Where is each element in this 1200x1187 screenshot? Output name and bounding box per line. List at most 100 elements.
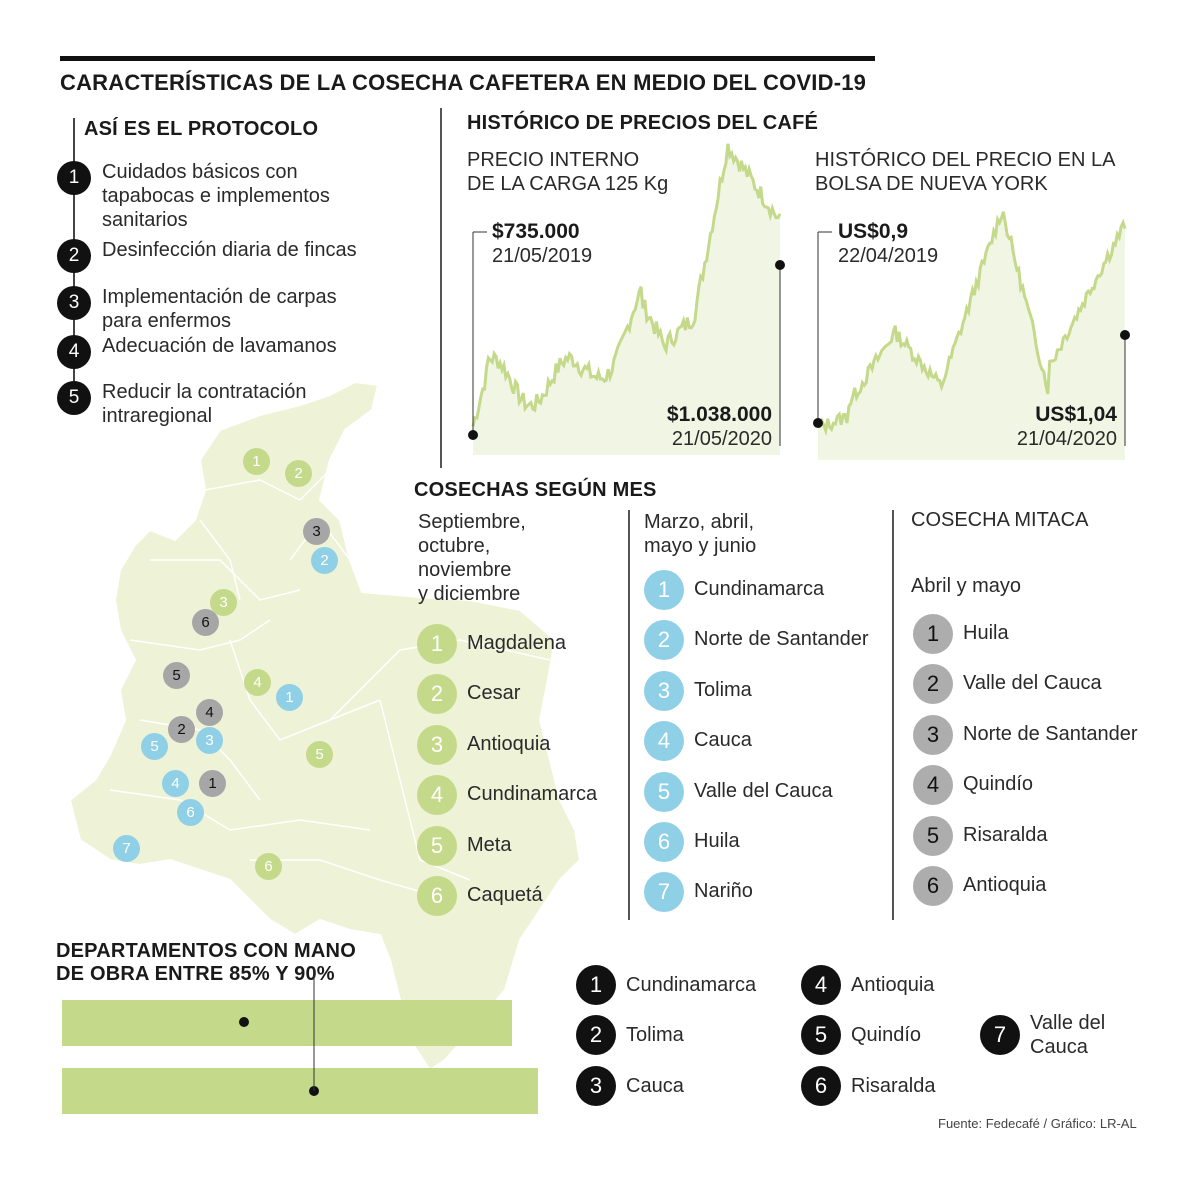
ny-start-value: US$0,9 bbox=[838, 220, 909, 243]
col2-label: Cauca bbox=[694, 729, 752, 752]
protocol-step-line: Reducir la contratación bbox=[102, 381, 307, 403]
col3-label: Antioquia bbox=[963, 874, 1047, 896]
labor-label-line: Quindío bbox=[851, 1024, 922, 1046]
col2-number: 2 bbox=[644, 620, 684, 661]
internal-price-area bbox=[473, 143, 780, 456]
col2-label: Norte de Santander bbox=[694, 628, 869, 651]
price-charts bbox=[468, 143, 1130, 460]
map-marker-blue: 4 bbox=[162, 770, 189, 797]
labor-bar-dot bbox=[239, 1017, 249, 1027]
protocol-step-number: 4 bbox=[57, 335, 91, 369]
internal-price-line bbox=[471, 143, 782, 427]
map-marker-gray: 4 bbox=[196, 699, 223, 726]
labor-number: 4 bbox=[801, 965, 841, 1005]
labor-label-line: Risaralda bbox=[851, 1075, 936, 1097]
labor-number: 1 bbox=[576, 965, 616, 1005]
harvest-divider-1 bbox=[628, 510, 630, 920]
protocol-step-line: Implementación de carpas bbox=[102, 286, 337, 308]
col1-number: 5 bbox=[417, 825, 457, 866]
ny-end-value: US$1,04 bbox=[1035, 403, 1117, 426]
map-marker-gray: 6 bbox=[192, 609, 219, 636]
protocol-step-line: Adecuación de lavamanos bbox=[102, 335, 337, 357]
col1-period-line: y diciembre bbox=[418, 583, 521, 605]
protocol-step-line: intraregional bbox=[102, 405, 213, 427]
protocol-step-text: Adecuación de lavamanos bbox=[102, 334, 337, 358]
col1-number: 2 bbox=[417, 674, 457, 715]
ny-label-2: BOLSA DE NUEVA YORK bbox=[815, 173, 1048, 195]
source-credit: Fuente: Fedecafé / Gráfico: LR-AL bbox=[938, 1116, 1137, 1131]
harvest-heading: COSECHAS SEGÚN MES bbox=[414, 479, 657, 501]
col2-number: 3 bbox=[644, 670, 684, 711]
col1-label: Meta bbox=[467, 833, 512, 856]
col2-period: Marzo, abril, mayo y junio bbox=[644, 510, 756, 558]
col2-number: 5 bbox=[644, 771, 684, 812]
map-marker-gray: 2 bbox=[168, 716, 195, 743]
map-marker-blue: 2 bbox=[311, 547, 338, 574]
map-marker-blue: 5 bbox=[141, 733, 168, 760]
col1-period-line: octubre, bbox=[418, 535, 491, 557]
labor-bar-2 bbox=[62, 1068, 538, 1114]
ny-end-dot bbox=[1120, 330, 1130, 340]
col3-heading: COSECHA MITACA bbox=[911, 509, 1089, 531]
col3-number: 5 bbox=[913, 815, 953, 856]
col3-number: 1 bbox=[913, 614, 953, 654]
map-marker-green: 5 bbox=[306, 741, 333, 768]
protocol-step-line: Desinfección diaria de fincas bbox=[102, 239, 357, 261]
labor-label-line: Tolima bbox=[626, 1024, 684, 1046]
map-marker-green: 1 bbox=[243, 448, 270, 475]
labor-label: Cauca bbox=[626, 1074, 684, 1098]
col1-label: Cundinamarca bbox=[467, 783, 598, 806]
ny-label-1: HISTÓRICO DEL PRECIO EN LA bbox=[815, 149, 1116, 171]
col2-number: 7 bbox=[644, 872, 684, 913]
protocol-step-number: 1 bbox=[57, 161, 91, 195]
col2-period-line: mayo y junio bbox=[644, 535, 757, 557]
col3-label: Huila bbox=[963, 622, 1009, 644]
ny-price-area bbox=[818, 211, 1125, 460]
page-title: CARACTERÍSTICAS DE LA COSECHA CAFETERA E… bbox=[60, 70, 867, 95]
protocol-step-number: 5 bbox=[57, 381, 91, 415]
col1-number: 3 bbox=[417, 724, 457, 765]
col1-number: 1 bbox=[417, 624, 457, 664]
map-marker-blue: 7 bbox=[113, 835, 140, 862]
ny-price-line bbox=[817, 211, 1127, 437]
labor-label-line: Antioquia bbox=[851, 974, 935, 996]
labor-label: Quindío bbox=[851, 1023, 921, 1047]
col1-period: Septiembre, octubre, noviembre y diciemb… bbox=[418, 510, 526, 606]
col3-number: 3 bbox=[913, 714, 953, 755]
labor-label: Risaralda bbox=[851, 1074, 935, 1098]
col2-period-line: Marzo, abril, bbox=[644, 511, 755, 533]
map-marker-gray: 1 bbox=[199, 770, 226, 797]
col3-number: 4 bbox=[913, 765, 953, 806]
protocol-step-line: sanitarios bbox=[102, 209, 188, 231]
internal-start-dot bbox=[468, 430, 478, 440]
col2-number: 6 bbox=[644, 822, 684, 862]
labor-label-line: Valle del bbox=[1030, 1012, 1106, 1034]
labor-heading-1: DEPARTAMENTOS CON MANO bbox=[56, 940, 356, 962]
col1-period-line: noviembre bbox=[418, 559, 512, 581]
protocol-step-text: Implementación de carpas para enfermos bbox=[102, 285, 337, 333]
internal-label-1: PRECIO INTERNO bbox=[467, 149, 640, 171]
col1-label: Magdalena bbox=[467, 632, 566, 654]
map-marker-blue: 1 bbox=[276, 684, 303, 711]
section-divider bbox=[440, 108, 442, 468]
col3-number: 6 bbox=[913, 866, 953, 906]
prices-heading: HISTÓRICO DE PRECIOS DEL CAFÉ bbox=[467, 112, 819, 134]
labor-number: 2 bbox=[576, 1015, 616, 1055]
protocol-heading: ASÍ ES EL PROTOCOLO bbox=[84, 118, 319, 140]
col2-label: Cundinamarca bbox=[694, 578, 825, 600]
internal-end-dot bbox=[775, 260, 785, 270]
protocol-step-text: Cuidados básicos con tapabocas e implemen… bbox=[102, 160, 330, 232]
col3-label: Quindío bbox=[963, 773, 1034, 796]
labor-label: Cundinamarca bbox=[626, 973, 756, 997]
labor-label-line: Cauca bbox=[1030, 1036, 1088, 1058]
labor-label: Valle del Cauca bbox=[1030, 1011, 1105, 1059]
col2-number: 1 bbox=[644, 570, 684, 610]
col3-label: Norte de Santander bbox=[963, 722, 1138, 745]
col1-number: 6 bbox=[417, 876, 457, 916]
map-marker-blue: 3 bbox=[196, 727, 223, 754]
protocol-step-number: 2 bbox=[57, 239, 91, 273]
col1-label: Caquetá bbox=[467, 884, 543, 906]
ny-start-date: 22/04/2019 bbox=[838, 245, 939, 267]
col2-number: 4 bbox=[644, 721, 684, 762]
internal-start-value: $735.000 bbox=[492, 220, 580, 243]
